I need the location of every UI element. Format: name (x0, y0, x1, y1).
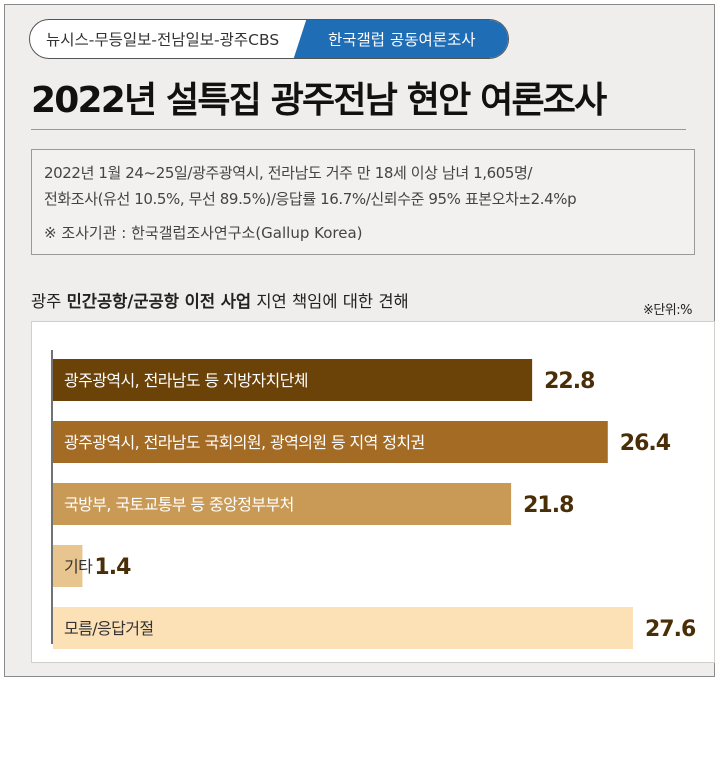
unit-label: ※단위:% (642, 303, 693, 318)
chart-panel: 광주광역시, 전라남도 등 지방자치단체 22.8 광주광역시, 전라남도 국회의원… (31, 321, 715, 663)
bar-category-label: 광주광역시, 전라남도 국회의원, 광역의원 등 지역 정치권 (64, 433, 425, 452)
bar-value-label: 26.4 (620, 431, 671, 456)
bar-value-label: 27.6 (645, 617, 696, 642)
bar-value-label: 21.8 (523, 493, 573, 518)
question-bold: 민간공항/군공항 이전 사업 (66, 292, 252, 311)
pollster-label: 한국갤럽 공동여론조사 (312, 20, 508, 58)
bar-1 (53, 359, 533, 401)
bar-category-label: 기타 (64, 557, 93, 576)
bar-2 (53, 421, 608, 463)
bar-3 (53, 483, 512, 525)
question-title: 광주 민간공항/군공항 이전 사업 지연 책임에 대한 견해 (31, 288, 409, 312)
bar-4 (53, 545, 83, 587)
survey-info-line2: 전화조사(유선 10.5%, 무선 89.5%)/응답률 16.7%/신뢰수준 … (44, 190, 577, 208)
bar-category-label: 모름/응답거절 (64, 619, 154, 638)
media-partners-label: 뉴시스-무등일보-전남일보-광주CBS (46, 31, 280, 49)
bar-chart: 광주광역시, 전라남도 등 지방자치단체 22.8 광주광역시, 전라남도 국회의원… (51, 350, 697, 649)
bar-category-label: 광주광역시, 전라남도 등 지방자치단체 (64, 371, 308, 390)
bar-value-label: 22.8 (544, 369, 594, 394)
survey-info-line1: 2022년 1월 24~25일/광주광역시, 전라남도 거주 만 18세 이상 … (44, 164, 533, 182)
media-tag: 뉴시스-무등일보-전남일보-광주CBS 한국갤럽 공동여론조사 (29, 19, 509, 59)
page-title: 2022년 설특집 광주전남 현안 여론조사 (31, 71, 687, 130)
question-prefix: 광주 (31, 292, 67, 311)
pollster-label-text: 한국갤럽 공동여론조사 (328, 31, 476, 49)
infographic-card: 뉴시스-무등일보-전남일보-광주CBS 한국갤럽 공동여론조사 2022년 설특… (4, 4, 715, 677)
survey-info-box: 2022년 1월 24~25일/광주광역시, 전라남도 거주 만 18세 이상 … (31, 149, 695, 255)
bar-value-label: 1.4 (94, 555, 131, 580)
bar-5 (53, 607, 633, 649)
survey-agency: ※ 조사기관 : 한국갤럽조사연구소(Gallup Korea) (44, 224, 363, 242)
bar-category-label: 국방부, 국토교통부 등 중앙정부부처 (64, 495, 294, 514)
question-suffix: 지연 책임에 대한 견해 (251, 292, 409, 311)
